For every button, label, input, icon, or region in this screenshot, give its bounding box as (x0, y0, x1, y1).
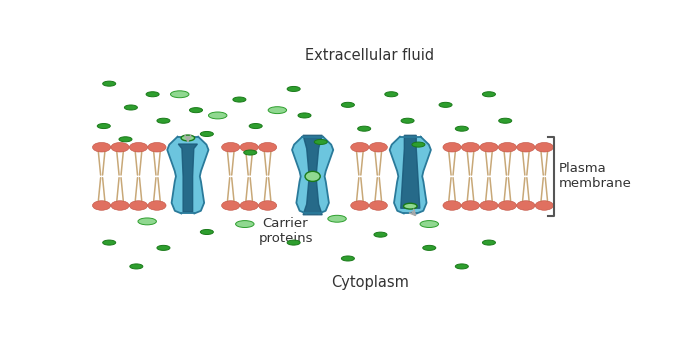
Ellipse shape (236, 221, 254, 227)
Ellipse shape (111, 142, 130, 152)
Polygon shape (292, 137, 333, 213)
Ellipse shape (480, 142, 498, 152)
Ellipse shape (480, 201, 498, 210)
Ellipse shape (412, 142, 425, 147)
Ellipse shape (222, 201, 240, 210)
Ellipse shape (328, 215, 346, 222)
Polygon shape (390, 137, 431, 213)
Polygon shape (303, 175, 322, 215)
Ellipse shape (92, 142, 111, 152)
Ellipse shape (420, 221, 438, 227)
Ellipse shape (97, 123, 111, 129)
Text: Plasma
membrane: Plasma membrane (559, 162, 631, 190)
Ellipse shape (305, 171, 320, 181)
Polygon shape (400, 135, 420, 208)
Ellipse shape (498, 118, 512, 123)
Ellipse shape (148, 201, 166, 210)
Ellipse shape (157, 245, 170, 250)
Ellipse shape (443, 201, 461, 210)
Ellipse shape (249, 123, 262, 129)
Ellipse shape (92, 201, 111, 210)
Ellipse shape (482, 92, 496, 97)
Ellipse shape (536, 142, 554, 152)
Ellipse shape (103, 81, 116, 86)
Ellipse shape (287, 240, 300, 245)
Ellipse shape (443, 142, 461, 152)
Ellipse shape (314, 139, 328, 144)
Ellipse shape (268, 107, 286, 114)
Text: Extracellular fluid: Extracellular fluid (305, 48, 434, 63)
Ellipse shape (351, 201, 369, 210)
Ellipse shape (482, 240, 496, 245)
Ellipse shape (190, 108, 202, 113)
Ellipse shape (298, 113, 311, 118)
Ellipse shape (342, 256, 354, 261)
Ellipse shape (461, 142, 480, 152)
Ellipse shape (287, 86, 300, 92)
Ellipse shape (439, 102, 452, 107)
Ellipse shape (258, 201, 276, 210)
Ellipse shape (103, 240, 116, 245)
Ellipse shape (461, 201, 480, 210)
Ellipse shape (358, 126, 371, 131)
Ellipse shape (130, 142, 148, 152)
Ellipse shape (222, 142, 240, 152)
Ellipse shape (385, 92, 398, 97)
Text: Carrier
proteins: Carrier proteins (258, 217, 313, 245)
Ellipse shape (200, 229, 214, 235)
Ellipse shape (403, 203, 417, 209)
Ellipse shape (258, 142, 276, 152)
Ellipse shape (369, 201, 387, 210)
Ellipse shape (181, 135, 195, 141)
Ellipse shape (119, 137, 132, 142)
Ellipse shape (498, 142, 517, 152)
Ellipse shape (157, 118, 170, 123)
Ellipse shape (517, 201, 535, 210)
Ellipse shape (517, 142, 535, 152)
Ellipse shape (423, 245, 436, 250)
Polygon shape (178, 144, 197, 212)
Ellipse shape (148, 142, 166, 152)
Ellipse shape (130, 201, 148, 210)
Text: Cytoplasm: Cytoplasm (330, 275, 409, 290)
Ellipse shape (374, 232, 387, 237)
Ellipse shape (351, 142, 369, 152)
Ellipse shape (233, 97, 246, 102)
Ellipse shape (498, 201, 517, 210)
Ellipse shape (342, 102, 354, 107)
Ellipse shape (130, 264, 143, 269)
Ellipse shape (536, 201, 554, 210)
Ellipse shape (240, 142, 258, 152)
Ellipse shape (138, 218, 156, 225)
Ellipse shape (369, 142, 387, 152)
Ellipse shape (125, 105, 137, 110)
Ellipse shape (455, 126, 468, 131)
Ellipse shape (209, 112, 227, 119)
Ellipse shape (244, 150, 257, 155)
Polygon shape (167, 137, 209, 213)
Polygon shape (303, 135, 322, 178)
Ellipse shape (111, 201, 130, 210)
Ellipse shape (146, 92, 159, 97)
Ellipse shape (171, 91, 189, 98)
Ellipse shape (240, 201, 258, 210)
Ellipse shape (200, 131, 214, 137)
Ellipse shape (401, 118, 414, 123)
Ellipse shape (455, 264, 468, 269)
